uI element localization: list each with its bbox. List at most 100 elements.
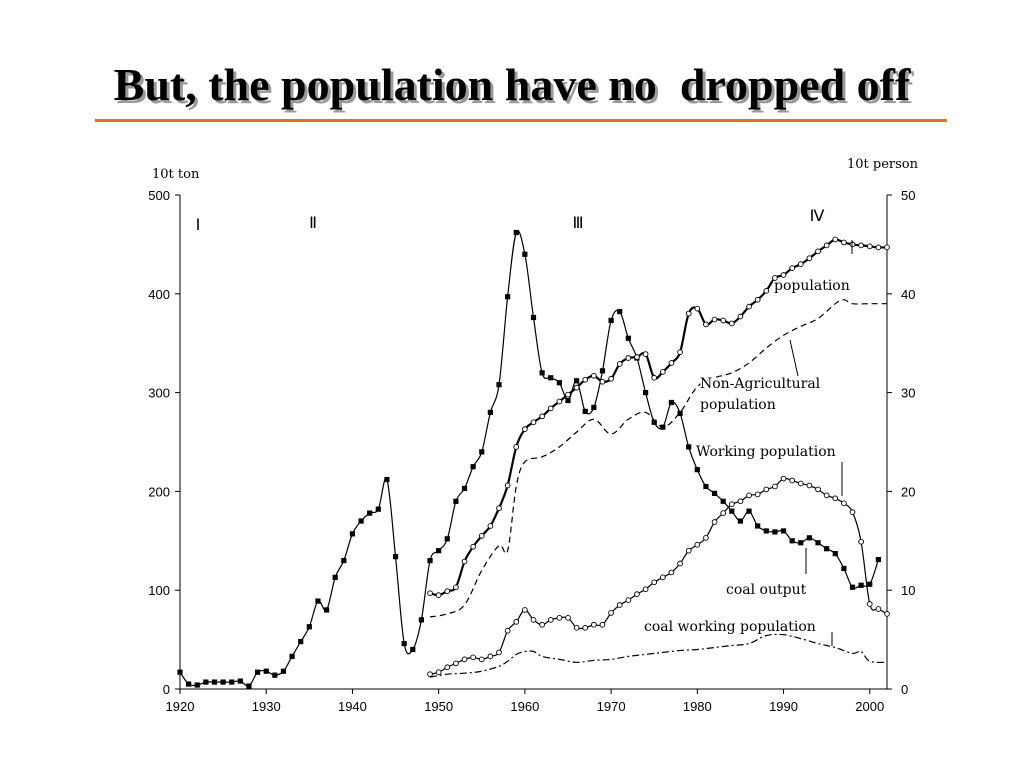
data-point — [866, 243, 873, 250]
period-label: Ⅱ — [309, 215, 317, 232]
data-point — [703, 483, 709, 490]
x-tick-label: 1960 — [510, 699, 539, 714]
data-point — [323, 607, 330, 613]
left-y-tick-label: 300 — [148, 386, 170, 401]
data-point — [711, 490, 718, 496]
data-point — [591, 404, 597, 411]
x-tick-label: 1920 — [166, 699, 195, 714]
data-point — [573, 624, 580, 631]
data-point — [539, 621, 545, 628]
data-point — [306, 624, 312, 630]
data-point — [367, 510, 373, 516]
data-point — [487, 653, 494, 660]
right-y-tick-label: 10 — [901, 583, 915, 598]
data-point — [797, 261, 804, 268]
period-label: Ⅳ — [810, 208, 825, 225]
data-point — [608, 317, 614, 324]
data-point — [746, 508, 752, 514]
data-point — [547, 405, 554, 412]
data-point — [608, 610, 614, 616]
data-point — [875, 606, 882, 612]
data-point — [677, 410, 683, 416]
data-point — [496, 505, 502, 512]
data-point — [651, 419, 657, 425]
data-point — [703, 534, 709, 541]
data-point — [444, 588, 451, 595]
data-point — [565, 615, 571, 621]
data-point — [410, 646, 416, 653]
data-point — [375, 506, 381, 512]
data-point — [246, 683, 252, 689]
data-point — [823, 242, 830, 249]
x-tick-label: 1970 — [597, 699, 626, 714]
data-point — [530, 419, 537, 426]
data-point — [427, 590, 433, 597]
data-point — [780, 272, 787, 278]
data-point — [496, 382, 502, 388]
data-point — [737, 518, 744, 524]
data-point — [280, 668, 287, 674]
data-point — [496, 649, 502, 656]
data-point — [358, 518, 364, 524]
data-point — [229, 679, 235, 685]
data-point — [617, 308, 623, 315]
data-point — [772, 529, 778, 535]
data-point — [505, 294, 511, 300]
data-point — [858, 242, 864, 249]
data-point — [530, 314, 537, 321]
data-point — [591, 621, 597, 628]
series-label: coal output — [726, 582, 807, 598]
data-point — [522, 251, 528, 257]
data-point — [634, 354, 640, 360]
data-point — [315, 598, 321, 604]
data-point — [392, 554, 399, 560]
right-y-tick-label: 20 — [901, 484, 915, 499]
data-point — [634, 591, 640, 598]
data-point — [625, 355, 632, 361]
data-point — [849, 584, 856, 590]
data-point — [832, 551, 838, 557]
series-label: population — [774, 278, 850, 294]
series-non-agricultural-population — [429, 299, 887, 618]
data-point — [849, 241, 856, 248]
data-point — [565, 397, 571, 404]
data-point — [754, 296, 761, 303]
annotation-leader-line — [789, 339, 799, 377]
data-point — [875, 556, 881, 563]
period-label: Ⅰ — [196, 217, 201, 234]
data-point — [858, 538, 864, 545]
data-point — [711, 519, 718, 525]
right-y-tick-label: 0 — [901, 682, 908, 697]
data-point — [858, 582, 864, 588]
data-point — [772, 483, 778, 490]
right-y-tick-label: 50 — [901, 188, 915, 203]
data-point — [746, 303, 752, 310]
data-point — [470, 464, 476, 470]
data-point — [763, 287, 770, 294]
data-point — [220, 679, 226, 685]
data-point — [272, 672, 278, 678]
data-point — [453, 660, 459, 667]
data-point — [884, 611, 890, 617]
data-point — [427, 671, 433, 678]
title-underline — [95, 119, 947, 122]
data-point — [625, 335, 631, 341]
series-coal-output — [177, 229, 881, 689]
data-point — [211, 679, 218, 685]
data-point — [677, 349, 683, 355]
data-point — [832, 495, 839, 502]
data-point — [436, 548, 442, 554]
left-y-tick-label: 0 — [163, 682, 170, 697]
data-point — [203, 679, 209, 685]
data-point — [798, 540, 804, 546]
data-point — [298, 638, 304, 645]
data-point — [418, 617, 425, 623]
data-point — [341, 557, 347, 564]
data-point — [677, 560, 683, 567]
slide-title: But, the population have no dropped off — [113, 59, 911, 110]
data-point — [884, 244, 890, 251]
data-point — [797, 480, 804, 487]
data-point — [728, 501, 735, 508]
data-point — [651, 374, 658, 381]
